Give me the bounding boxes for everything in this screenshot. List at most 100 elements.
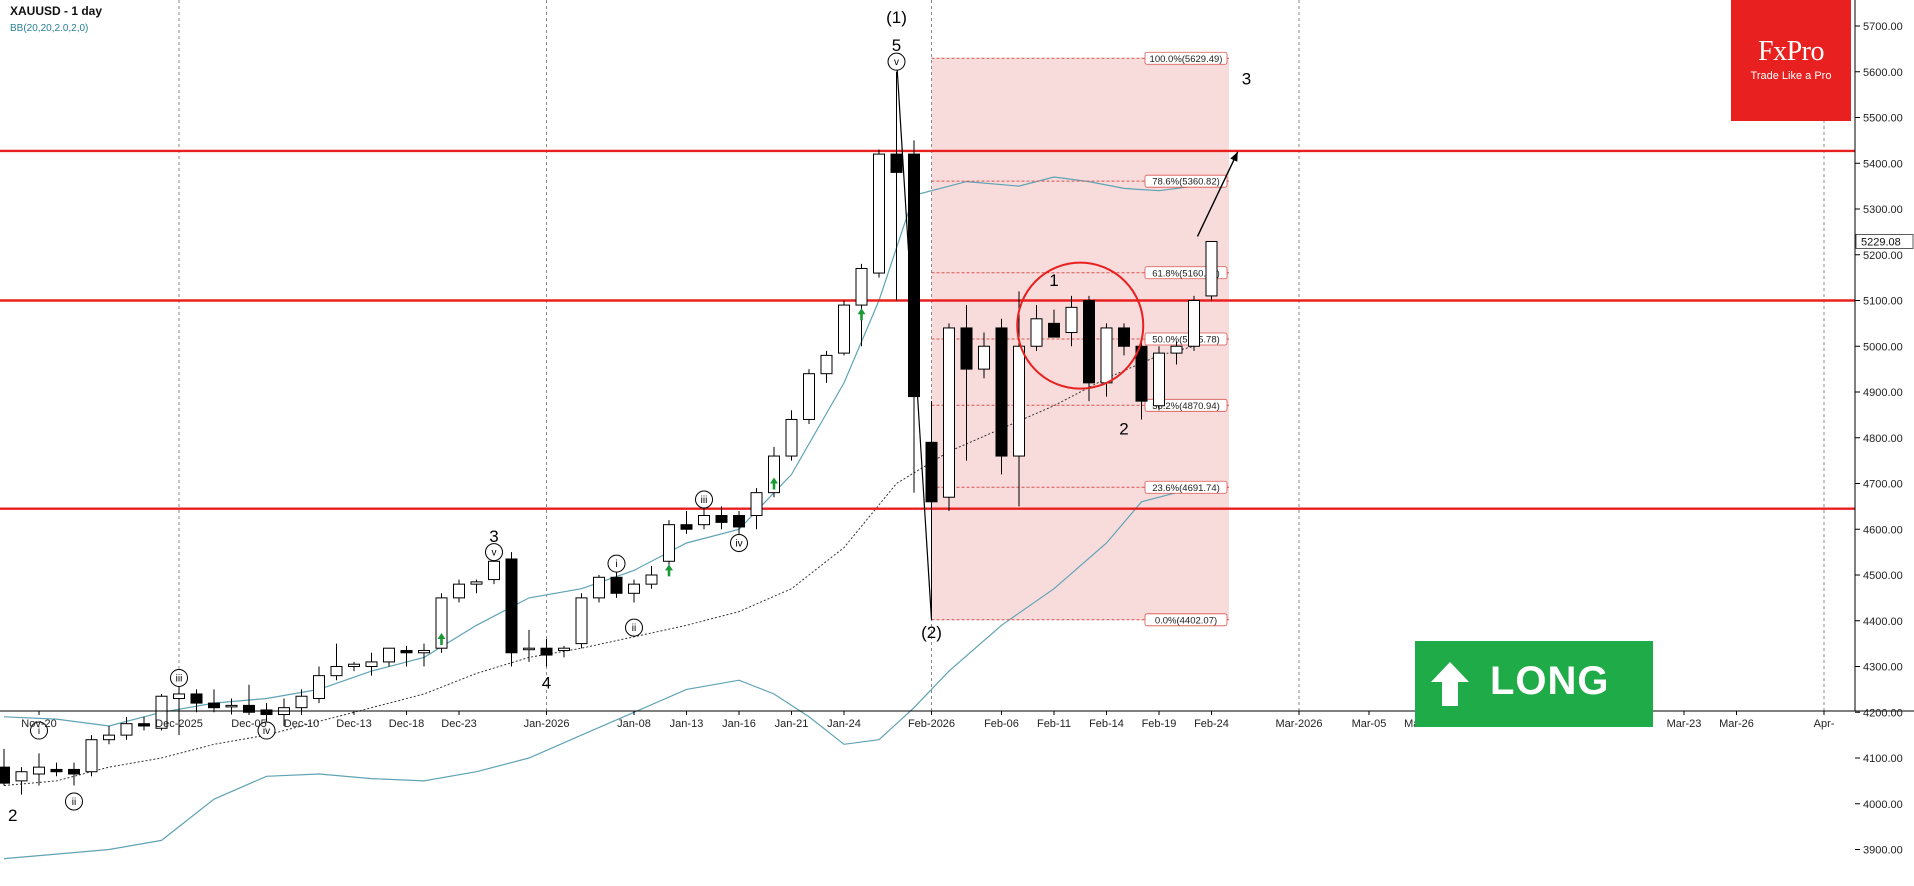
candle [593,575,605,603]
candle-body [15,771,28,782]
y-tick-label: 5300.00 [1863,204,1903,216]
fib-level-label: 23.6%(4691.74) [1152,483,1220,494]
fib-level-tag [1144,174,1228,188]
candle-body [50,768,63,773]
fib-level-tag [1144,613,1228,627]
long-signal-label: LONG [1490,659,1610,703]
fib-level-tag [1144,480,1228,494]
x-tick-label: Jan-21 [775,718,809,730]
y-tick-label: 4500.00 [1863,570,1903,582]
wave-label-ring [65,792,83,811]
candle-body [575,597,588,645]
x-tick-label: Nov-20 [21,718,56,730]
candle [785,410,798,461]
wave-label: iv [263,726,270,737]
candle-body [593,576,605,599]
y-tick-label: 4600.00 [1863,524,1903,536]
candle [33,753,45,786]
candle-body [855,267,868,306]
candle-body [453,583,465,599]
x-tick-label: Feb-24 [1194,718,1229,730]
candle [908,140,920,493]
candle-body [1048,322,1060,338]
candle-body [383,647,395,663]
candle [558,645,570,658]
candle-body [330,666,343,677]
candle-body [103,734,115,741]
y-tick-label: 5100.00 [1863,296,1903,308]
bollinger-lower-line [3,487,1195,860]
candle-body [943,327,955,498]
candle-body [523,647,535,651]
y-tick-label: 4900.00 [1863,387,1903,399]
candle [645,565,658,589]
candle [260,703,273,722]
wave-label: i [615,559,617,570]
candle-body [313,675,325,700]
candle-body [155,695,168,729]
y-tick-label: 4300.00 [1863,662,1903,674]
candle [400,645,413,667]
y-tick-label: 4000.00 [1863,799,1903,811]
long-signal-badge: LONG [1415,641,1653,727]
candle [838,300,850,356]
candle [628,579,640,603]
x-tick-label: Dec-18 [389,718,424,730]
candle-body [960,327,973,370]
candle-body [768,455,780,494]
wave-label-ring [887,52,906,71]
candle-body [173,693,185,700]
x-tick-label: Mar-23 [1667,718,1702,730]
candle-body [120,723,133,736]
bollinger-layer [3,176,1195,860]
candle-body [645,574,658,585]
candle [873,149,885,278]
candle-body [68,768,80,775]
wave-label: v [894,57,899,68]
candle-body [733,515,745,528]
candle-body [0,766,10,784]
x-tick-label: Dec-05 [231,718,266,730]
candle-body [208,702,220,709]
fib-level-label: 61.8%(5160.62) [1152,268,1220,279]
resistance-layer [0,149,1855,510]
candle-body [435,597,448,649]
y-tick-label: 5600.00 [1863,67,1903,79]
candle-body [1170,345,1183,354]
candle [1205,240,1218,301]
candle [470,579,483,594]
indicator-label: BB(20,20,2.0,2,0) [10,23,89,34]
y-tick-label: 5000.00 [1863,341,1903,353]
x-tick-label: Mar-26 [1719,718,1754,730]
wave-label: 2 [8,806,17,825]
highlight-circle [1016,261,1145,390]
candle-body [190,693,203,704]
fib-levels-layer: 100.0%(5629.49) 78.6%(5360.82) 61.8%(5160.… [931,51,1229,627]
x-tick-label: Dec-13 [336,718,371,730]
candle [1153,346,1165,411]
candle [1048,309,1060,338]
candle [1188,295,1200,351]
candle [575,593,588,649]
candle-body [698,515,710,526]
candle [663,520,675,566]
candle-body [663,524,675,562]
candle [960,305,973,461]
x-tick-label: Feb-06 [984,718,1019,730]
candle-body [908,153,920,398]
candle [803,369,815,425]
candle-body [470,581,483,585]
wave-label: (1) [886,8,907,27]
wave-label: i [38,726,40,737]
candle-body [1205,240,1218,297]
y-tick-label: 4200.00 [1863,707,1903,719]
candle-body [750,492,763,517]
candle [173,680,185,736]
wave-label-ring [607,554,626,573]
candle-body [1135,345,1148,402]
x-tick-label: Mar-2026 [1275,718,1322,730]
breakout-arrow-icon [857,308,866,321]
candle [103,725,115,745]
candle-body [225,704,238,708]
x-tick-label: Jan-24 [827,718,861,730]
